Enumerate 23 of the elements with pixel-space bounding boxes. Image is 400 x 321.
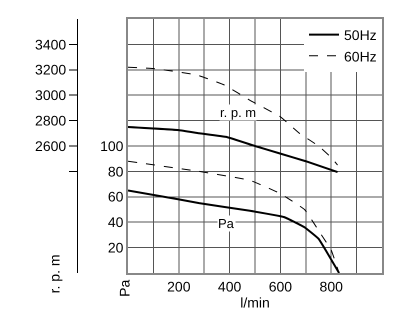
y-tick-label: 80: [108, 163, 124, 180]
y2-tick-label: 3200: [35, 62, 66, 78]
y2-tick-label: 2600: [35, 138, 66, 154]
y-axis-title: Pa: [116, 280, 133, 297]
annotation: r. p. m: [220, 105, 256, 120]
y-tick-label: 100: [100, 138, 124, 154]
y2-tick-label: 2800: [35, 112, 66, 128]
y-tick-label: 60: [108, 188, 124, 205]
line-series: [128, 126, 339, 174]
x-tick-label: 600: [268, 278, 292, 295]
y-tick-label: 40: [108, 214, 124, 230]
legend-label: 50Hz: [344, 27, 377, 44]
y2-axis-title: r. p. m: [46, 254, 63, 294]
annotation: Pa: [218, 216, 235, 231]
y-tick-label: 20: [108, 240, 124, 256]
x-tick-label: 800: [320, 278, 344, 295]
y2-tick-label: 3400: [35, 36, 66, 52]
y2-tick-label: 3000: [35, 87, 66, 104]
line-series: [128, 66, 338, 166]
x-tick-label: 400: [218, 278, 242, 295]
x-tick-label: 200: [167, 278, 191, 295]
legend-label: 60Hz: [344, 48, 377, 64]
x-axis-title: l/min: [240, 294, 270, 311]
